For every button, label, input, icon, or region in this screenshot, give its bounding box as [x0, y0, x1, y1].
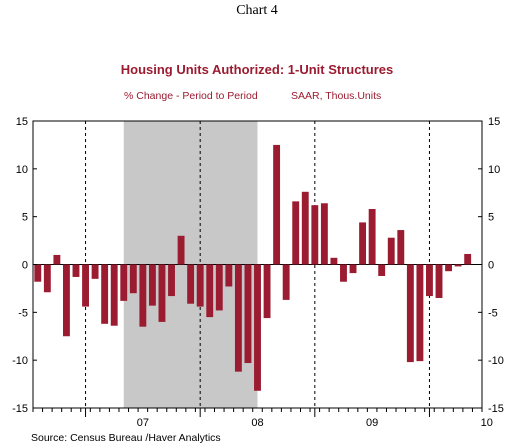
- bar: [91, 264, 99, 279]
- chart-number: Chart 4: [236, 3, 278, 18]
- chart-title: Housing Units Authorized: 1-Unit Structu…: [121, 62, 394, 77]
- bar: [187, 264, 195, 304]
- plot-area: 15 15 10 10 5 5 0 0 -5 -5 -10 -10 -15 -15 07 08 09 10: [12, 116, 504, 429]
- bar: [378, 264, 386, 276]
- bar: [301, 191, 309, 265]
- bar: [340, 264, 347, 282]
- bar: [445, 264, 453, 272]
- bar: [349, 264, 357, 274]
- bar: [454, 264, 462, 267]
- bar: [311, 205, 319, 265]
- bar: [168, 264, 175, 297]
- x-tick-label: 09: [366, 417, 378, 429]
- bar: [139, 264, 147, 327]
- y-tick-label-right: 15: [488, 116, 500, 128]
- bar: [435, 264, 443, 298]
- bar: [206, 264, 214, 318]
- bar: [215, 264, 223, 311]
- y-tick-label-left: 15: [16, 116, 28, 128]
- bar: [196, 264, 204, 307]
- chart-subtitle-right: SAAR, Thous.Units: [291, 90, 381, 102]
- y-tick-label-left: 0: [22, 260, 28, 272]
- bar: [368, 209, 376, 265]
- bar: [263, 264, 271, 319]
- bar: [225, 264, 233, 287]
- y-tick-label-right: -15: [488, 403, 504, 415]
- y-tick-label-left: -10: [12, 355, 28, 367]
- bar: [426, 264, 433, 297]
- bar: [282, 264, 290, 300]
- bar: [148, 264, 156, 306]
- bar: [43, 264, 51, 293]
- bar: [464, 253, 472, 265]
- y-tick-label-right: 0: [488, 260, 494, 272]
- source-note: Source: Census Bureau /Haver Analytics: [31, 432, 221, 444]
- y-tick-label-right: -5: [488, 307, 498, 319]
- y-tick-label-right: -10: [488, 355, 504, 367]
- bar: [292, 201, 300, 265]
- bar: [387, 237, 395, 265]
- bar: [406, 264, 414, 363]
- bar: [158, 264, 166, 322]
- bar: [273, 144, 281, 265]
- bar: [320, 203, 328, 265]
- bar: [330, 257, 338, 265]
- x-tick-label: 07: [137, 417, 149, 429]
- bar: [416, 264, 424, 362]
- y-tick-label-left: -15: [12, 403, 28, 415]
- y-tick-label-right: 10: [488, 164, 500, 176]
- bar: [177, 235, 185, 265]
- bar: [129, 264, 137, 294]
- chart-subtitle-left: % Change - Period to Period: [124, 90, 258, 102]
- bar: [397, 230, 405, 265]
- bar: [34, 264, 42, 282]
- bar: [82, 264, 89, 307]
- y-tick-label-right: 5: [488, 212, 494, 224]
- bar: [101, 264, 109, 324]
- x-tick-label: 10: [481, 417, 493, 429]
- bar: [72, 264, 80, 277]
- y-tick-label-left: 5: [22, 212, 28, 224]
- bar: [254, 264, 261, 391]
- bar: [234, 264, 242, 372]
- y-tick-label-left: 10: [16, 164, 28, 176]
- bar: [62, 264, 70, 337]
- bar: [53, 254, 61, 265]
- bar: [359, 222, 367, 265]
- x-tick-label: 08: [251, 417, 263, 429]
- y-tick-label-left: -5: [18, 307, 28, 319]
- bar: [110, 264, 118, 326]
- bar: [244, 264, 252, 364]
- bar: [120, 264, 128, 301]
